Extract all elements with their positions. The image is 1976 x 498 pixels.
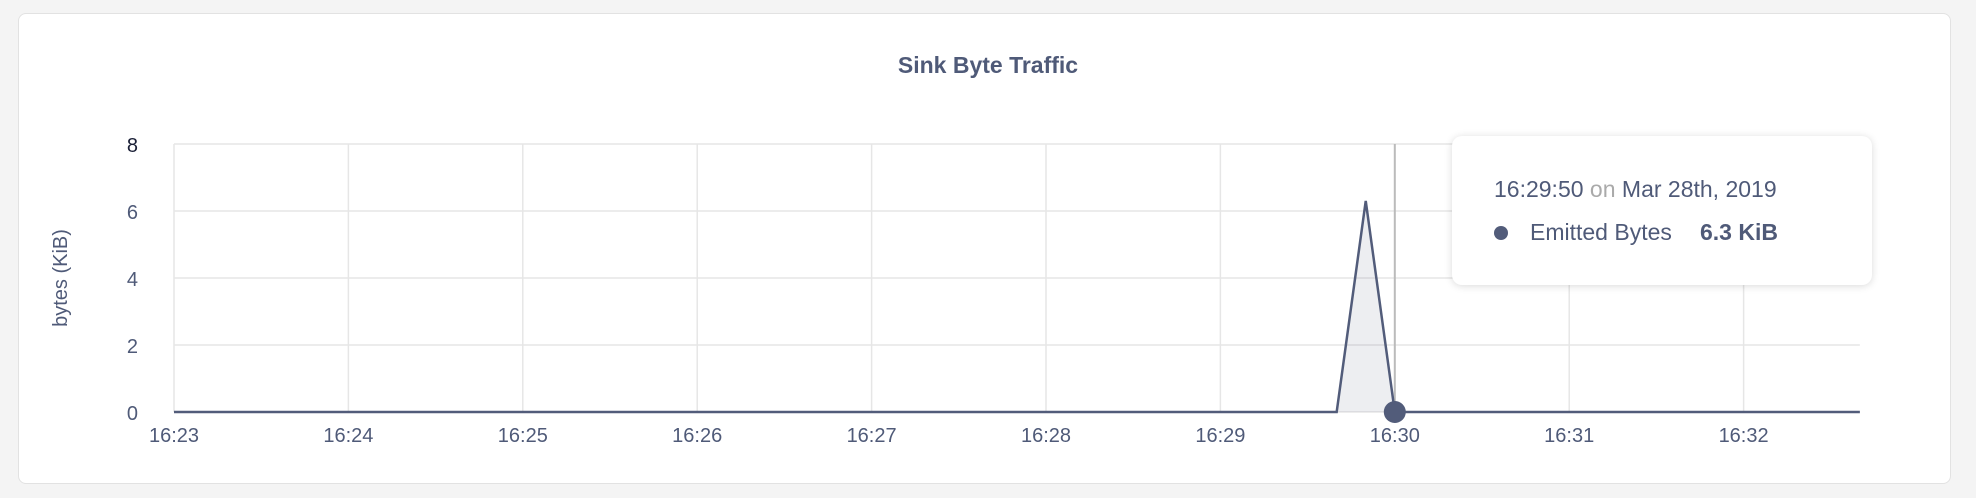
x-tick-label: 16:28 — [1021, 425, 1071, 447]
x-tick-label: 16:32 — [1719, 425, 1769, 447]
tooltip: 16:29:50 on Mar 28th, 2019 Emitted Bytes… — [1452, 136, 1872, 285]
tooltip-value: 6.3 KiB — [1700, 219, 1778, 245]
series-line — [174, 200, 1860, 414]
x-tick-label: 16:30 — [1370, 425, 1420, 447]
y-axis-label: bytes (KiB) — [50, 229, 72, 327]
x-tick-label: 16:31 — [1544, 425, 1594, 447]
x-tick-label: 16:27 — [847, 425, 897, 447]
tooltip-on: on — [1589, 176, 1616, 202]
y-tick-label: 2 — [127, 336, 138, 358]
y-tick-label: 0 — [127, 403, 138, 425]
y-tick-label: 8 — [127, 135, 138, 157]
series-dot-icon — [1494, 225, 1508, 240]
x-tick-label: 16:25 — [498, 425, 548, 447]
tooltip-row: Emitted Bytes 6.3 KiB — [1494, 219, 1872, 246]
y-tick-label: 4 — [127, 269, 138, 291]
hover-point — [1383, 401, 1406, 423]
x-tick-label: 16:24 — [323, 425, 373, 447]
tooltip-date: Mar 28th, 2019 — [1621, 176, 1777, 202]
y-tick-label: 6 — [127, 202, 138, 224]
tooltip-time: 16:29:50 — [1494, 176, 1584, 202]
x-tick-label: 16:26 — [672, 425, 722, 447]
chart-title: Sink Byte Traffic — [897, 52, 1079, 78]
tooltip-series-name: Emitted Bytes — [1530, 219, 1672, 245]
tooltip-header: 16:29:50 on Mar 28th, 2019 — [1494, 176, 1872, 203]
x-tick-label: 16:23 — [149, 425, 199, 447]
x-tick-label: 16:29 — [1195, 425, 1245, 447]
